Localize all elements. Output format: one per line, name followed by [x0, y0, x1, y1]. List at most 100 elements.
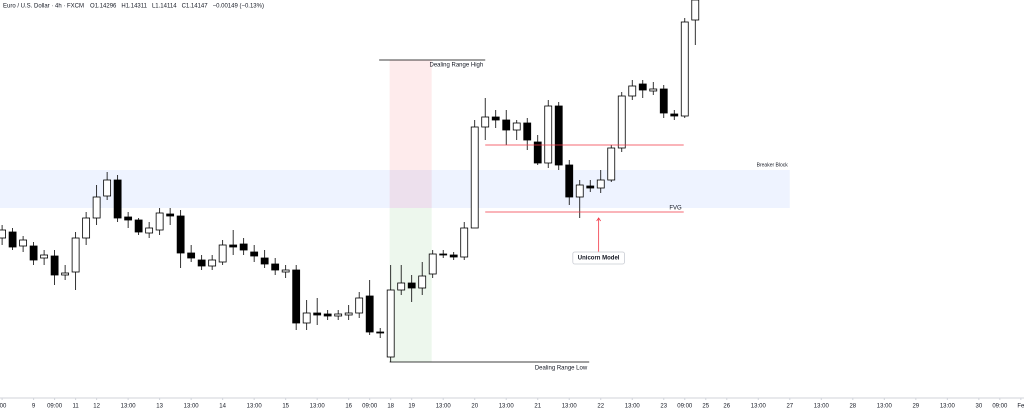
candle-body — [565, 164, 574, 198]
legend-item: −0.00149 (−0.13%) — [213, 4, 264, 10]
x-tick-label: 13:00 — [499, 404, 515, 410]
candle-body — [376, 331, 385, 334]
x-tick-label: 13:00 — [625, 404, 641, 410]
candle-body — [344, 312, 353, 316]
candle-body — [638, 83, 647, 91]
candle-body — [439, 253, 448, 256]
x-tick-label: 13:00 — [877, 404, 893, 410]
x-tick-label: 09:00 — [677, 404, 693, 410]
candle-body — [155, 212, 164, 231]
x-tick-label: 9 — [32, 404, 36, 410]
zones — [0, 60, 790, 362]
candle-body — [229, 244, 238, 248]
candle-body — [176, 215, 185, 254]
candle-body — [449, 254, 458, 258]
level-label: Dealing Range Low — [535, 366, 588, 372]
candle-body — [533, 141, 542, 164]
x-tick-label: 22 — [597, 404, 604, 410]
candle-body — [607, 147, 616, 181]
x-tick-label: 13:00 — [940, 404, 956, 410]
candle-body — [197, 259, 206, 267]
candle-body — [208, 259, 217, 267]
candle-body — [554, 105, 563, 166]
x-tick-label: 26 — [723, 404, 730, 410]
x-tick-label: 13:00 — [247, 404, 263, 410]
candle-body — [481, 116, 490, 128]
candle-body — [523, 122, 532, 141]
candle-body — [491, 116, 500, 121]
x-tick-label: 27 — [786, 404, 793, 410]
legend-item: H1.14311 — [121, 4, 147, 10]
candle-body — [470, 126, 479, 229]
x-tick-label: 18 — [387, 404, 394, 410]
candle-body — [659, 88, 668, 114]
candle-body — [355, 297, 364, 314]
x-tick-label: 13:00 — [436, 404, 452, 410]
candle-body — [61, 272, 70, 276]
candle-body — [40, 254, 49, 259]
legend-item: O1.14296 — [90, 4, 117, 10]
candle-body — [292, 269, 301, 324]
x-tick-label: Fe — [1017, 404, 1024, 410]
x-tick-label: 19 — [408, 404, 415, 410]
callout-label: Unicorn Model — [578, 256, 620, 262]
level-label: Dealing Range High — [430, 63, 484, 69]
candle-body — [649, 88, 658, 92]
candle-body — [187, 252, 196, 259]
candle-body — [586, 185, 595, 189]
x-tick-label: 20 — [471, 404, 478, 410]
zone — [389, 60, 432, 208]
candle-body — [239, 243, 248, 251]
candle-body — [113, 179, 122, 219]
candle-body — [145, 227, 154, 234]
candle-body — [281, 269, 290, 273]
x-tick-label: 29 — [912, 404, 919, 410]
x-tick-label: 13:00 — [121, 404, 137, 410]
x-tick-label: 13:00 — [562, 404, 578, 410]
candle-body — [460, 227, 469, 258]
candle-body — [50, 255, 59, 276]
x-tick-label: 09:00 — [992, 404, 1008, 410]
candle-body — [386, 289, 395, 358]
candle-body — [92, 196, 101, 219]
candle-body — [575, 184, 584, 198]
candle-body — [29, 245, 38, 261]
candle-body — [418, 275, 427, 289]
x-tick-label: :00 — [0, 404, 7, 410]
plot — [0, 0, 700, 362]
zone-label: Breaker Block — [757, 162, 789, 168]
candle-body — [680, 21, 689, 117]
candle-body — [628, 85, 637, 97]
candle-body — [71, 237, 80, 273]
candle-body — [544, 105, 553, 164]
candle-body — [0, 229, 7, 239]
candle-body — [8, 231, 17, 248]
candle-body — [313, 312, 322, 316]
x-tick-label: 23 — [660, 404, 667, 410]
candle-body — [502, 119, 511, 131]
x-tick-label: 13:00 — [310, 404, 326, 410]
candle-body — [134, 219, 143, 233]
candle-body — [103, 179, 112, 197]
candle-body — [365, 295, 374, 333]
x-tick-label: 15 — [282, 404, 289, 410]
candle-body — [691, 0, 700, 21]
candle-body — [302, 312, 311, 324]
candle-body — [82, 217, 91, 239]
x-tick-label: 16 — [345, 404, 352, 410]
candle-body — [218, 244, 227, 263]
candle-body — [260, 257, 269, 265]
legend-item: L1.14114 — [152, 4, 177, 10]
x-tick-label: 21 — [534, 404, 541, 410]
x-tick-label: 13:00 — [184, 404, 200, 410]
candle-body — [334, 313, 343, 317]
candle-body — [323, 313, 332, 317]
candle-body — [428, 253, 437, 275]
x-tick-label: 13 — [156, 404, 163, 410]
x-tick-label: 13:00 — [751, 404, 767, 410]
candle-body — [512, 122, 521, 131]
callout-box — [572, 251, 625, 265]
